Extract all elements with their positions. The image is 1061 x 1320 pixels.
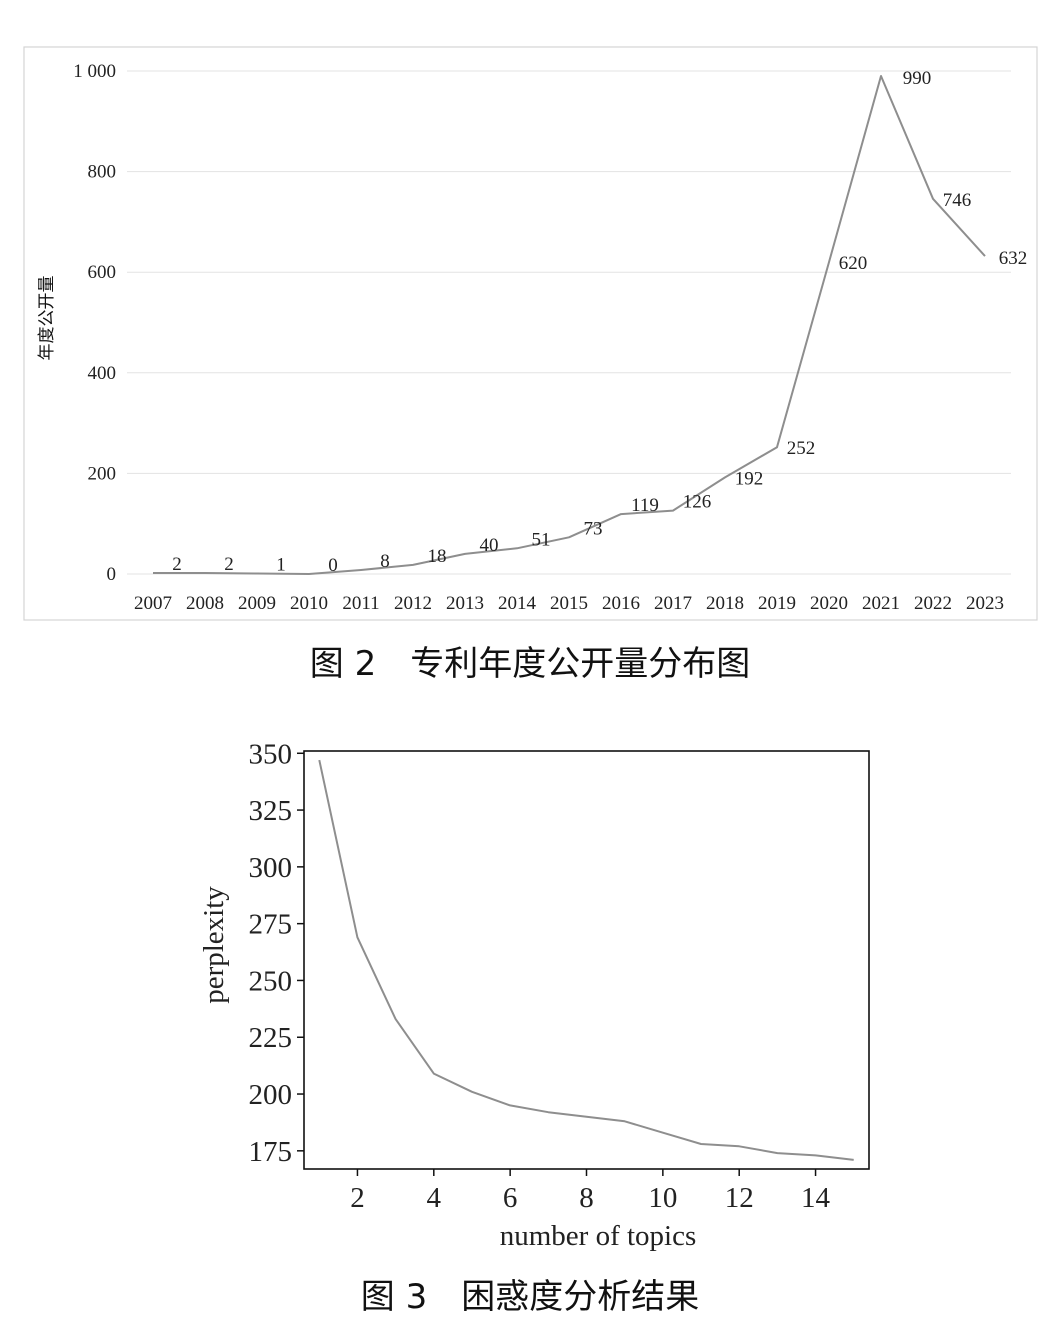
x-tick-label: 2017: [654, 593, 692, 614]
y-tick-label: 800: [88, 162, 117, 183]
data-label: 2: [172, 554, 182, 575]
x-tick-label: 2: [350, 1182, 365, 1214]
x-tick-label: 12: [725, 1182, 754, 1214]
data-label: 40: [480, 535, 499, 556]
y-tick-label: 400: [88, 363, 117, 384]
x-tick-label: 2022: [914, 593, 952, 614]
y-tick-label: 250: [249, 965, 293, 997]
data-label: 126: [683, 492, 712, 513]
x-tick-label: 2013: [446, 593, 484, 614]
x-tick-label: 2009: [238, 593, 276, 614]
x-ticks: 2 4 6 8 10 12 14: [350, 1169, 831, 1214]
y-tick-label: 350: [249, 738, 293, 770]
x-tick-label: 2007: [134, 593, 172, 614]
y-tick-label: 200: [88, 463, 117, 484]
data-label: 73: [584, 518, 603, 539]
y-tick-label: 175: [249, 1136, 293, 1168]
y-tick-label: 600: [88, 262, 117, 283]
y-tick-label: 300: [249, 852, 293, 884]
chart-frame: [23, 46, 1038, 621]
data-label: 1: [276, 554, 286, 575]
y-tick-labels: 0 200 400 600 800 1 000: [73, 61, 116, 585]
data-label: 252: [787, 438, 816, 459]
data-label: 51: [532, 529, 551, 550]
x-tick-label: 2016: [602, 593, 640, 614]
y-tick-label: 0: [107, 564, 117, 585]
x-tick-label: 6: [503, 1182, 518, 1214]
x-tick-label: 2021: [862, 593, 900, 614]
x-tick-label: 2018: [706, 593, 744, 614]
series-line: [153, 75, 986, 575]
x-tick-label: 2019: [758, 593, 796, 614]
data-label: 8: [380, 551, 390, 572]
y-axis-label: perplexity: [198, 886, 230, 1004]
x-tick-label: 10: [648, 1182, 677, 1214]
x-tick-label: 2015: [550, 593, 588, 614]
data-label: 990: [903, 68, 932, 89]
data-label: 746: [943, 190, 972, 211]
figure-caption: 图 3 困惑度分析结果: [361, 1277, 699, 1317]
x-tick-label: 2023: [966, 593, 1004, 614]
x-axis-label: number of topics: [500, 1220, 697, 1252]
x-tick-label: 14: [801, 1182, 831, 1214]
y-tick-label: 325: [249, 795, 293, 827]
plot-frame: [303, 750, 870, 1170]
perplexity-chart: 175 200 225 250 275 300 325 350 2 4 6 8 10 12 14 numb…: [198, 738, 870, 1317]
x-tick-label: 2010: [290, 593, 328, 614]
data-label: 2: [224, 554, 234, 575]
x-tick-label: 2020: [810, 593, 848, 614]
x-tick-labels: 2007 2008 2009 2010 2011 2012 2013 2014 2015 2016…: [134, 593, 1004, 614]
data-label: 18: [428, 546, 447, 567]
series-line: [318, 759, 854, 1161]
gridlines: [127, 70, 1011, 575]
data-label: 632: [999, 248, 1028, 269]
y-tick-label: 1 000: [73, 61, 116, 82]
x-tick-label: 2012: [394, 593, 432, 614]
data-label: 192: [735, 468, 764, 489]
x-tick-label: 2011: [342, 593, 379, 614]
x-tick-label: 2014: [498, 593, 537, 614]
x-tick-label: 4: [427, 1182, 442, 1214]
x-tick-label: 2008: [186, 593, 224, 614]
data-label: 119: [631, 495, 659, 516]
y-ticks: 175 200 225 250 275 300 325 350: [249, 738, 304, 1168]
data-label: 0: [328, 555, 338, 576]
data-labels: 2 2 1 0 8 18 40 51 73 119 126 192 252 620 990 746 632: [172, 68, 1027, 576]
y-tick-label: 225: [249, 1022, 293, 1054]
y-tick-label: 200: [249, 1079, 293, 1111]
figure-caption: 图 2 专利年度公开量分布图: [310, 644, 750, 684]
x-tick-label: 8: [579, 1182, 594, 1214]
data-label: 620: [839, 253, 868, 274]
y-tick-label: 275: [249, 909, 293, 941]
y-axis-label: 年度公开量: [37, 276, 57, 361]
